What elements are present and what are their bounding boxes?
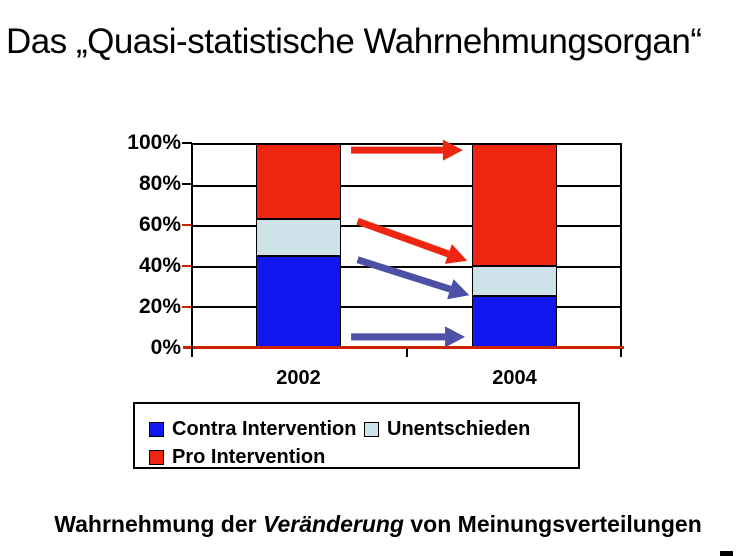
plot-area <box>192 143 622 348</box>
legend-label: Contra Intervention <box>172 418 357 440</box>
y-axis-label: 100% <box>127 131 181 154</box>
bar-segment-contra <box>472 296 557 347</box>
y-axis-label: 0% <box>150 336 181 359</box>
y-axis-label: 60% <box>138 213 181 236</box>
legend-swatch-pro <box>149 450 164 465</box>
legend-label: Pro Intervention <box>172 446 326 468</box>
y-tick <box>182 224 192 226</box>
bar-segment-contra <box>256 255 341 347</box>
legend-swatch-unentschieden <box>364 422 379 437</box>
legend-label: Unentschieden <box>387 418 531 440</box>
slide-caption: Wahrnehmung der Veränderung von Meinungs… <box>54 511 702 537</box>
x-axis-label-2002: 2002 <box>276 367 321 389</box>
category-tick <box>620 348 622 357</box>
bar-segment-unentschieden <box>472 265 557 297</box>
legend-item-pro: Pro Intervention <box>149 446 325 469</box>
y-tick <box>182 142 192 144</box>
y-tick <box>182 265 192 267</box>
y-tick <box>182 183 192 185</box>
y-axis-label: 40% <box>138 254 181 277</box>
y-axis-label: 20% <box>138 295 181 318</box>
legend-item-contra: Contra Intervention <box>149 418 356 441</box>
bar-segment-unentschieden <box>256 219 341 256</box>
bar-2004 <box>472 144 557 347</box>
gridline-80 <box>192 184 620 187</box>
y-axis-label: 80% <box>138 172 181 195</box>
x-axis-label-2004: 2004 <box>492 367 537 389</box>
slide-title: Das „Quasi-statistische Wahrnehmungsorga… <box>6 22 702 61</box>
page-number-fragment <box>720 551 733 556</box>
legend-swatch-contra <box>149 422 164 437</box>
x-axis-baseline <box>183 346 624 349</box>
bar-2002 <box>256 144 341 347</box>
gridline-20 <box>192 306 620 309</box>
bar-segment-pro <box>472 144 557 266</box>
chart-legend: Contra Intervention Unentschieden Pro In… <box>133 402 580 469</box>
y-tick <box>182 306 192 308</box>
category-tick <box>406 348 408 357</box>
y-axis-line <box>191 143 193 357</box>
legend-item-unentschieden: Unentschieden <box>364 418 530 441</box>
bar-segment-pro <box>256 144 341 220</box>
